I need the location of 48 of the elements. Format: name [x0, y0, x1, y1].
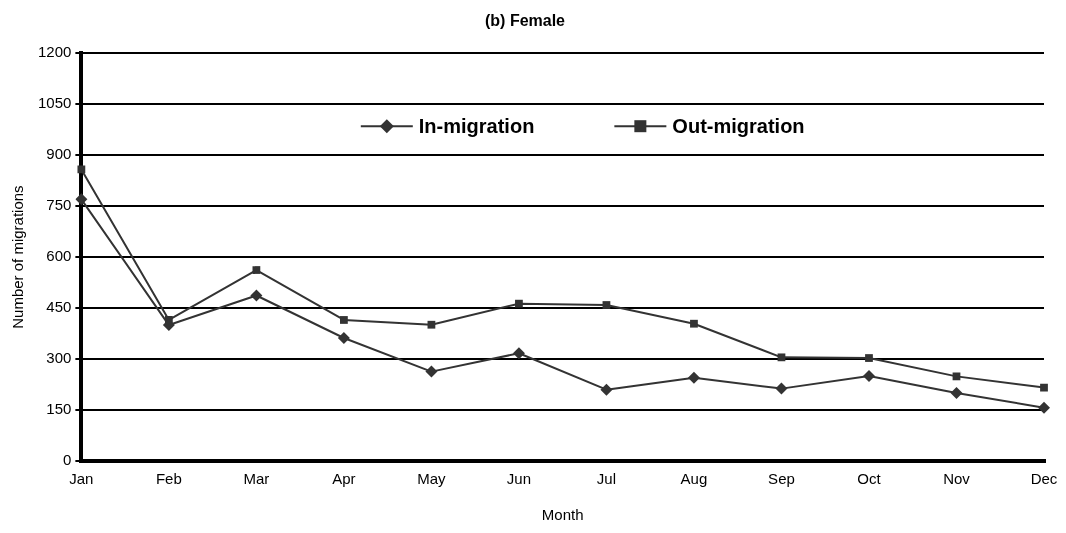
y-axis-title: Number of migrations: [9, 185, 27, 329]
point: [425, 365, 438, 378]
x-tick-label: Jun: [506, 470, 532, 488]
x-axis-title: Month: [541, 506, 584, 524]
point: [687, 371, 700, 384]
point: [690, 319, 698, 328]
legend-label: In-migration: [418, 114, 535, 137]
point: [777, 353, 786, 362]
point: [865, 354, 873, 362]
y-tick-label: 300: [46, 349, 72, 367]
x-tick-label: Feb: [155, 470, 182, 488]
point: [427, 320, 436, 329]
y-tick-label: 1050: [37, 94, 72, 112]
x-tick-label: Jul: [596, 470, 617, 488]
y-tick-label: 600: [46, 247, 72, 265]
y-tick-label: 150: [46, 400, 72, 418]
x-tick-label: Aug: [680, 470, 708, 488]
x-tick-label: Oct: [857, 470, 882, 488]
point: [862, 370, 875, 383]
x-tick-label: Dec: [1030, 470, 1058, 488]
legend-label: Out-migration: [672, 114, 805, 137]
x-tick-label: Mar: [243, 470, 270, 488]
chart-title: (b) Female: [484, 12, 566, 30]
y-tick-label: 0: [63, 451, 72, 469]
point: [1040, 383, 1048, 392]
point: [252, 266, 261, 274]
x-tick-label: Sep: [768, 470, 795, 488]
x-tick-label: Apr: [332, 470, 356, 488]
y-tick-label: 1200: [37, 43, 72, 61]
point: [515, 299, 523, 308]
point: [75, 193, 88, 206]
point: [1038, 401, 1050, 414]
point: [77, 165, 86, 174]
x-tick-label: Nov: [943, 470, 971, 488]
point: [340, 316, 348, 324]
point: [600, 383, 613, 396]
point: [337, 331, 350, 344]
point: [950, 387, 963, 400]
point: [952, 372, 961, 381]
x-tick-label: Jan: [69, 470, 94, 488]
point: [775, 382, 788, 395]
point: [602, 301, 611, 309]
y-tick-label: 450: [46, 298, 72, 316]
x-tick-label: May: [417, 470, 447, 488]
y-tick-label: 900: [46, 145, 72, 163]
point: [250, 289, 263, 302]
point: [512, 347, 525, 360]
y-tick-label: 750: [46, 196, 72, 214]
